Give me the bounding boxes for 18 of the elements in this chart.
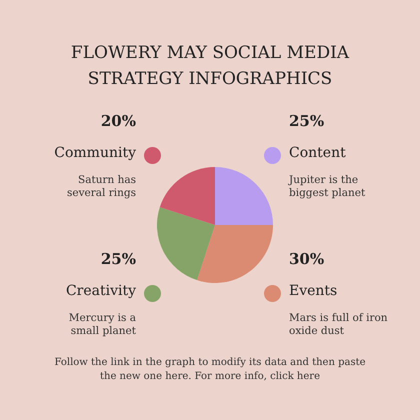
- slice-label: Community: [53, 145, 136, 161]
- data-label: 30%: [289, 250, 326, 268]
- text: Mercury is a small planet: [68, 312, 136, 338]
- pie-slice: [160, 167, 215, 225]
- pie-slice: [157, 207, 215, 280]
- pie-slice: [197, 225, 273, 283]
- data-label: 25%: [289, 112, 326, 130]
- legend-label: Events: [289, 283, 338, 299]
- text: Mars is full of iron oxide dust: [289, 312, 389, 338]
- text: Jupiter is the biggest planet: [289, 174, 366, 200]
- chart-title: FLOWERY MAY SOCIAL MEDIA STRATEGY INFOGRAPHICS: [70, 42, 350, 91]
- text: Follow the link in the graph to modify its data and then paste the new one here. For more info, click here: [53, 356, 367, 384]
- text: Saturn has several rings: [66, 174, 136, 200]
- data-label: 20%: [100, 112, 136, 130]
- pie-slice: [215, 167, 273, 225]
- slice-label: Creativity: [64, 283, 136, 299]
- legend-label: Content: [289, 145, 347, 161]
- data-label: 25%: [100, 250, 136, 268]
